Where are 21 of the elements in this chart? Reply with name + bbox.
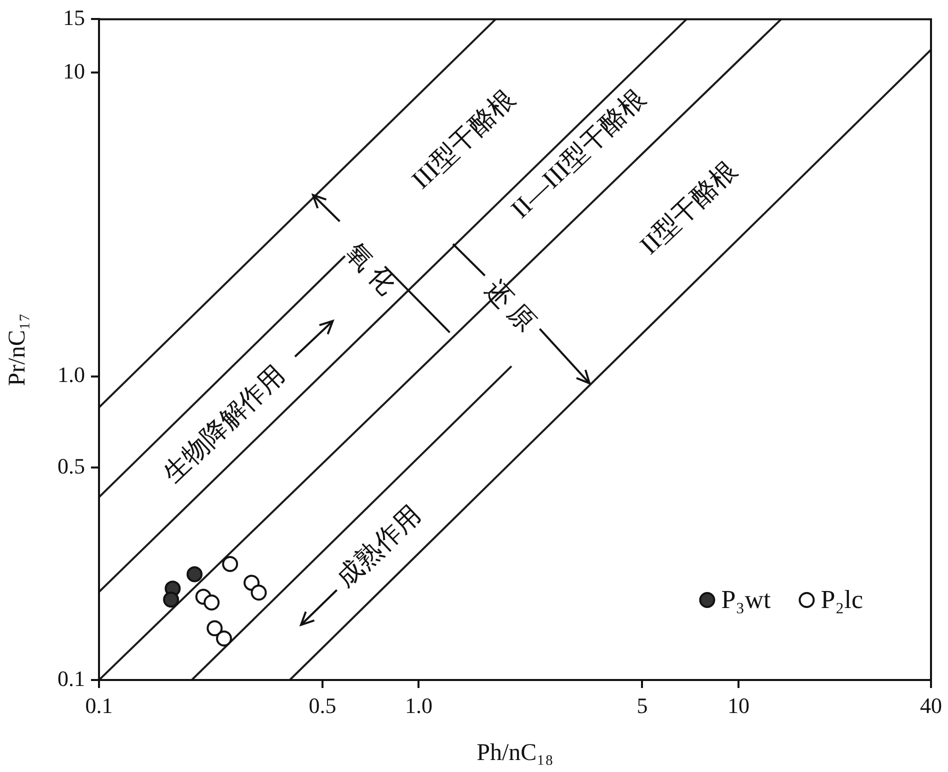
y-tick-label: 0.1 bbox=[58, 666, 85, 691]
y-tick-label: 10 bbox=[63, 58, 85, 84]
y-tick-label: 0.5 bbox=[58, 454, 85, 479]
y-axis-title: Pr/nC₁₇ bbox=[4, 313, 31, 386]
annotation: II型干酪根 bbox=[634, 155, 742, 260]
x-tick-label: 10 bbox=[727, 692, 750, 718]
y-tick-label: 1.0 bbox=[58, 362, 85, 388]
x-tick-label: 0.5 bbox=[308, 692, 336, 718]
annotation: 成熟作用 bbox=[330, 500, 426, 593]
annotation: 氧 化 bbox=[340, 238, 402, 300]
x-axis-title: Ph/nC₁₈ bbox=[476, 740, 554, 766]
annotation: 生物降解作用 bbox=[157, 360, 291, 488]
x-tick-label: 40 bbox=[920, 692, 942, 718]
legend-label: P₂lc bbox=[820, 584, 864, 614]
x-tick-label: 0.1 bbox=[85, 692, 113, 718]
y-tick-label: 15 bbox=[63, 4, 85, 30]
annotation: 还 原 bbox=[480, 274, 542, 338]
x-tick-label: 1.0 bbox=[404, 692, 432, 718]
annotation: III型干酪根 bbox=[406, 84, 520, 195]
legend-label: P₃wt bbox=[721, 584, 772, 614]
x-tick-label: 5 bbox=[636, 692, 648, 718]
